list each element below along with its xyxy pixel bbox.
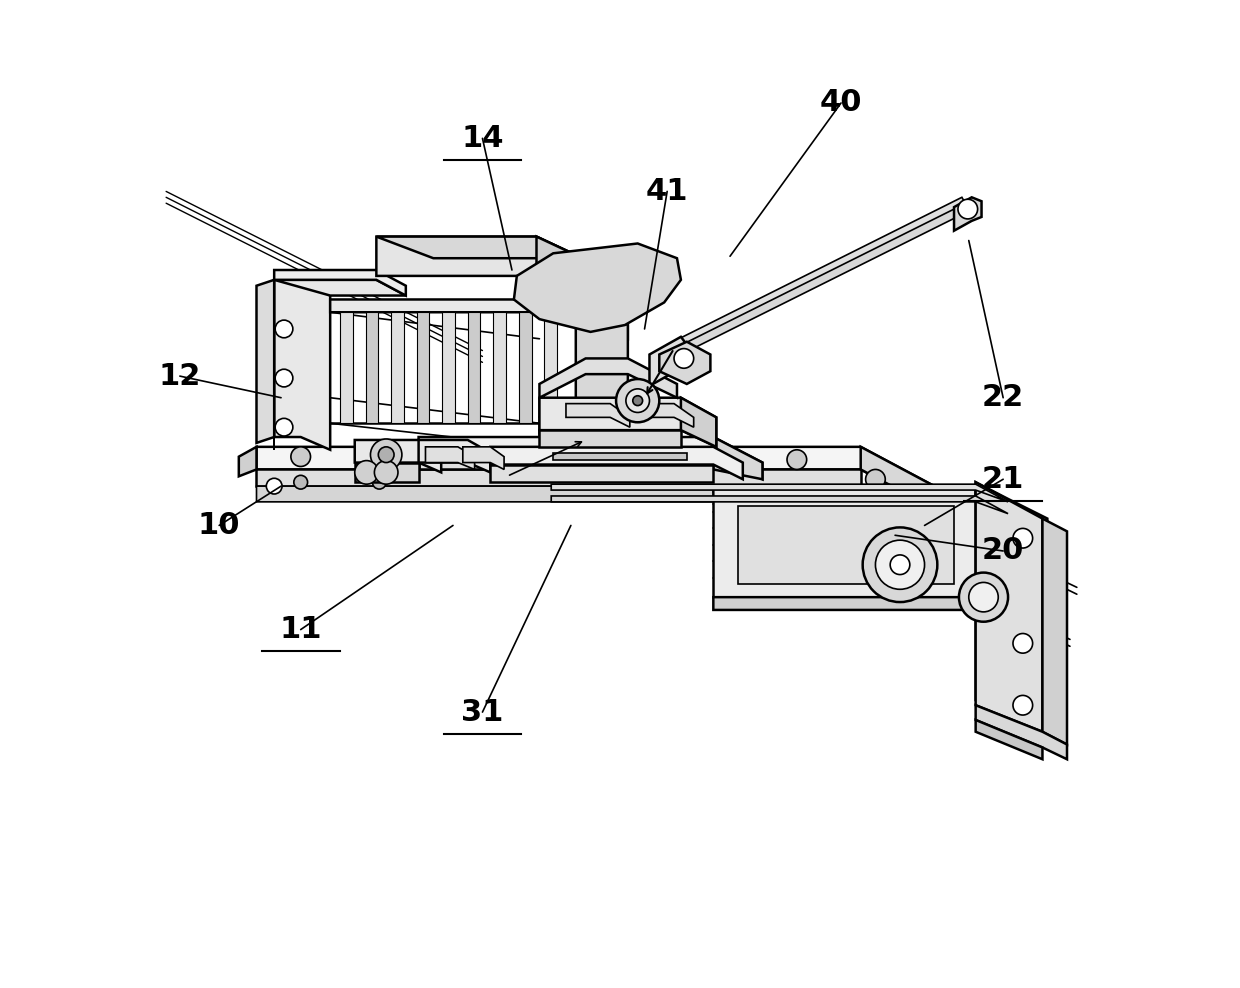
Circle shape xyxy=(374,460,398,484)
Circle shape xyxy=(750,458,755,464)
Circle shape xyxy=(378,447,394,462)
Polygon shape xyxy=(552,484,1008,502)
Polygon shape xyxy=(655,209,957,367)
Polygon shape xyxy=(274,270,405,295)
Polygon shape xyxy=(257,447,1008,548)
Polygon shape xyxy=(630,404,693,427)
Circle shape xyxy=(1013,696,1033,715)
Polygon shape xyxy=(274,280,330,450)
Polygon shape xyxy=(553,453,687,459)
Text: 22: 22 xyxy=(982,383,1024,412)
Polygon shape xyxy=(713,597,1008,623)
Polygon shape xyxy=(667,198,966,355)
Polygon shape xyxy=(713,437,763,479)
Circle shape xyxy=(866,469,885,489)
Polygon shape xyxy=(544,312,557,423)
Polygon shape xyxy=(490,464,713,482)
Polygon shape xyxy=(976,486,1008,604)
Circle shape xyxy=(275,320,293,338)
Polygon shape xyxy=(976,482,1048,735)
Circle shape xyxy=(875,540,925,589)
Polygon shape xyxy=(417,312,429,423)
Circle shape xyxy=(275,418,293,436)
Polygon shape xyxy=(377,236,583,297)
Polygon shape xyxy=(366,312,378,423)
Polygon shape xyxy=(377,236,583,258)
Polygon shape xyxy=(650,337,687,386)
Polygon shape xyxy=(539,430,681,447)
Polygon shape xyxy=(713,486,1008,516)
Polygon shape xyxy=(467,312,480,423)
Circle shape xyxy=(553,458,559,464)
Polygon shape xyxy=(257,280,274,443)
Circle shape xyxy=(863,528,937,602)
Polygon shape xyxy=(340,312,352,423)
Circle shape xyxy=(968,582,998,612)
Polygon shape xyxy=(976,705,1066,759)
Polygon shape xyxy=(539,359,677,398)
Circle shape xyxy=(959,573,1008,621)
Polygon shape xyxy=(257,486,1008,578)
Polygon shape xyxy=(539,398,717,447)
Text: 41: 41 xyxy=(646,177,688,206)
Polygon shape xyxy=(419,453,713,469)
Polygon shape xyxy=(330,299,627,339)
Polygon shape xyxy=(713,498,976,597)
Polygon shape xyxy=(954,198,982,231)
Polygon shape xyxy=(681,398,717,447)
Text: 11: 11 xyxy=(279,616,322,644)
Polygon shape xyxy=(738,506,954,584)
Circle shape xyxy=(291,447,310,466)
Circle shape xyxy=(959,200,977,219)
Polygon shape xyxy=(355,462,419,482)
Polygon shape xyxy=(1043,519,1066,745)
Polygon shape xyxy=(391,312,404,423)
Polygon shape xyxy=(861,447,1008,548)
Polygon shape xyxy=(463,447,505,469)
Circle shape xyxy=(275,370,293,387)
Circle shape xyxy=(675,349,693,369)
Polygon shape xyxy=(490,447,743,479)
Polygon shape xyxy=(513,243,681,332)
Polygon shape xyxy=(552,496,1008,514)
Polygon shape xyxy=(518,312,532,423)
Polygon shape xyxy=(355,440,441,472)
Polygon shape xyxy=(239,447,257,476)
Text: 21: 21 xyxy=(982,464,1024,494)
Polygon shape xyxy=(660,342,711,384)
Text: 31: 31 xyxy=(461,698,503,726)
Circle shape xyxy=(370,447,389,466)
Polygon shape xyxy=(976,720,1043,759)
Circle shape xyxy=(787,450,807,469)
Polygon shape xyxy=(537,236,583,297)
Polygon shape xyxy=(257,469,861,486)
Circle shape xyxy=(294,475,308,489)
Text: 10: 10 xyxy=(198,511,241,539)
Polygon shape xyxy=(494,312,506,423)
Circle shape xyxy=(355,460,378,484)
Text: 12: 12 xyxy=(159,362,201,390)
Polygon shape xyxy=(976,482,1043,732)
Circle shape xyxy=(267,478,281,494)
Circle shape xyxy=(626,389,650,412)
Circle shape xyxy=(616,379,660,422)
Text: 20: 20 xyxy=(982,536,1024,565)
Text: 40: 40 xyxy=(820,89,862,118)
Polygon shape xyxy=(575,299,627,423)
Circle shape xyxy=(632,396,642,406)
Polygon shape xyxy=(425,447,475,469)
Polygon shape xyxy=(565,404,630,427)
Circle shape xyxy=(372,475,386,489)
Circle shape xyxy=(1013,633,1033,653)
Circle shape xyxy=(371,439,402,470)
Polygon shape xyxy=(557,458,753,464)
Polygon shape xyxy=(443,312,455,423)
Polygon shape xyxy=(274,280,405,295)
Text: 14: 14 xyxy=(461,124,503,153)
Polygon shape xyxy=(419,437,763,479)
Circle shape xyxy=(1013,529,1033,548)
Circle shape xyxy=(890,555,910,575)
Polygon shape xyxy=(419,440,490,472)
